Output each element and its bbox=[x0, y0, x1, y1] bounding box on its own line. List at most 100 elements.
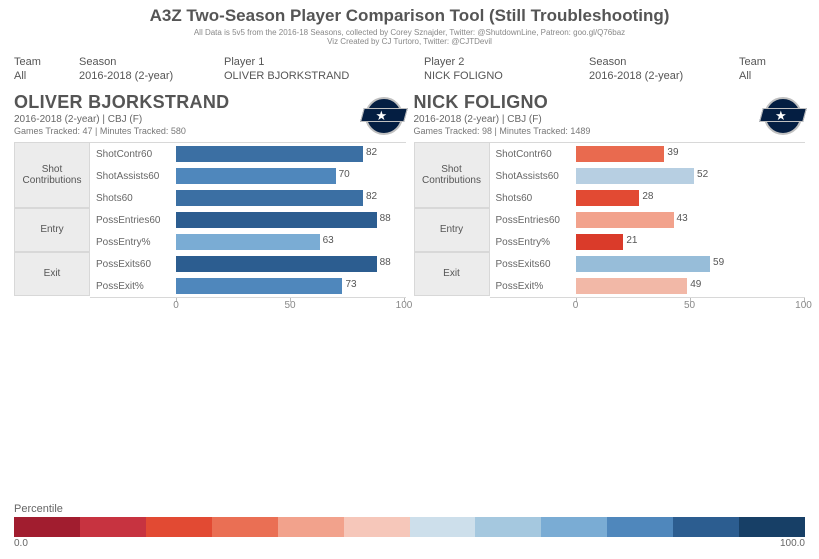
percentile-segment bbox=[14, 517, 80, 537]
metric-name: PossEntries60 bbox=[490, 209, 576, 231]
axis-tick-label: 100 bbox=[795, 300, 812, 311]
metric-name: Shots60 bbox=[490, 187, 576, 209]
player-tracked: Games Tracked: 98 | Minutes Tracked: 148… bbox=[414, 126, 591, 136]
percentile-segment bbox=[475, 517, 541, 537]
bar-row: 21 bbox=[576, 231, 806, 253]
bar-value: 88 bbox=[380, 257, 391, 268]
percentile-label: Percentile bbox=[14, 503, 805, 515]
filter-season2-label: Season bbox=[589, 56, 739, 68]
bar-row: 49 bbox=[576, 275, 806, 297]
group-label: ShotContributions bbox=[14, 142, 90, 208]
metric-name: ShotAssists60 bbox=[490, 165, 576, 187]
bar-value: 28 bbox=[642, 191, 653, 202]
bar-value: 63 bbox=[323, 235, 334, 246]
bar: 73 bbox=[176, 278, 342, 294]
axis-tick-label: 0 bbox=[173, 300, 179, 311]
bar-value: 43 bbox=[677, 213, 688, 224]
filter-season2-value[interactable]: 2016-2018 (2-year) bbox=[589, 70, 739, 82]
axis-tick-label: 50 bbox=[284, 300, 295, 311]
group-label: ShotContributions bbox=[414, 142, 490, 208]
page-title: A3Z Two-Season Player Comparison Tool (S… bbox=[0, 6, 819, 26]
percentile-low: 0.0 bbox=[14, 538, 28, 549]
filter-team1-label: Team bbox=[14, 56, 79, 68]
team-logo-icon: ★ bbox=[362, 94, 406, 138]
player-name: NICK FOLIGNO bbox=[414, 92, 591, 113]
bar: 70 bbox=[176, 168, 336, 184]
bar: 49 bbox=[576, 278, 688, 294]
x-axis: 050100 bbox=[576, 298, 804, 316]
percentile-segment bbox=[278, 517, 344, 537]
filter-bar: Team All Season 2016-2018 (2-year) Playe… bbox=[0, 48, 819, 86]
player-panel: NICK FOLIGNO2016-2018 (2-year) | CBJ (F)… bbox=[414, 92, 806, 316]
bar-row: 63 bbox=[176, 231, 406, 253]
metric-name: PossEntries60 bbox=[90, 209, 176, 231]
bar: 43 bbox=[576, 212, 674, 228]
team-logo-icon: ★ bbox=[761, 94, 805, 138]
bar: 52 bbox=[576, 168, 695, 184]
bar: 88 bbox=[176, 212, 377, 228]
bar-row: 82 bbox=[176, 143, 406, 165]
filter-team2-value[interactable]: All bbox=[739, 70, 799, 82]
group-label: Exit bbox=[14, 252, 90, 296]
bar-value: 82 bbox=[366, 147, 377, 158]
metric-name: PossEntry% bbox=[90, 231, 176, 253]
filter-season1-label: Season bbox=[79, 56, 224, 68]
bar-value: 39 bbox=[667, 147, 678, 158]
bar-row: 88 bbox=[176, 209, 406, 231]
group-label: Exit bbox=[414, 252, 490, 296]
metric-name: PossExit% bbox=[90, 275, 176, 297]
percentile-segment bbox=[541, 517, 607, 537]
bar: 28 bbox=[576, 190, 640, 206]
player-meta: 2016-2018 (2-year) | CBJ (F) bbox=[14, 114, 229, 125]
filter-season1-value[interactable]: 2016-2018 (2-year) bbox=[79, 70, 224, 82]
bar-row: 59 bbox=[576, 253, 806, 275]
axis-tick-label: 0 bbox=[573, 300, 579, 311]
percentile-segment bbox=[344, 517, 410, 537]
bar: 63 bbox=[176, 234, 320, 250]
subtitle-2: Viz Created by CJ Turtoro, Twitter: @CJT… bbox=[0, 37, 819, 46]
player-panel: OLIVER BJORKSTRAND2016-2018 (2-year) | C… bbox=[14, 92, 406, 316]
group-label: Entry bbox=[414, 208, 490, 252]
metric-name: PossExits60 bbox=[90, 253, 176, 275]
bar-value: 73 bbox=[345, 279, 356, 290]
metric-name: ShotContr60 bbox=[90, 143, 176, 165]
percentile-segment bbox=[673, 517, 739, 537]
metric-name: ShotContr60 bbox=[490, 143, 576, 165]
percentile-gradient bbox=[14, 517, 805, 537]
player-tracked: Games Tracked: 47 | Minutes Tracked: 580 bbox=[14, 126, 229, 136]
bar-value: 21 bbox=[626, 235, 637, 246]
bar-value: 82 bbox=[366, 191, 377, 202]
bar-row: 39 bbox=[576, 143, 806, 165]
bar-row: 70 bbox=[176, 165, 406, 187]
bar: 39 bbox=[576, 146, 665, 162]
player-meta: 2016-2018 (2-year) | CBJ (F) bbox=[414, 114, 591, 125]
metric-name: PossExits60 bbox=[490, 253, 576, 275]
bar: 82 bbox=[176, 190, 363, 206]
bar-row: 73 bbox=[176, 275, 406, 297]
filter-player2-value[interactable]: NICK FOLIGNO bbox=[424, 70, 589, 82]
bar-value: 49 bbox=[690, 279, 701, 290]
percentile-segment bbox=[739, 517, 805, 537]
bar-row: 82 bbox=[176, 187, 406, 209]
group-label: Entry bbox=[14, 208, 90, 252]
bar-row: 28 bbox=[576, 187, 806, 209]
bar-row: 52 bbox=[576, 165, 806, 187]
filter-team1-value[interactable]: All bbox=[14, 70, 79, 82]
percentile-segment bbox=[607, 517, 673, 537]
bar: 82 bbox=[176, 146, 363, 162]
filter-player1-value[interactable]: OLIVER BJORKSTRAND bbox=[224, 70, 424, 82]
bar-value: 88 bbox=[380, 213, 391, 224]
percentile-segment bbox=[146, 517, 212, 537]
filter-player2-label: Player 2 bbox=[424, 56, 589, 68]
percentile-segment bbox=[410, 517, 476, 537]
metric-name: PossEntry% bbox=[490, 231, 576, 253]
bar-row: 88 bbox=[176, 253, 406, 275]
percentile-high: 100.0 bbox=[780, 538, 805, 549]
player-name: OLIVER BJORKSTRAND bbox=[14, 92, 229, 113]
x-axis: 050100 bbox=[176, 298, 404, 316]
metric-name: Shots60 bbox=[90, 187, 176, 209]
bar: 88 bbox=[176, 256, 377, 272]
metric-name: ShotAssists60 bbox=[90, 165, 176, 187]
axis-tick-label: 100 bbox=[396, 300, 413, 311]
percentile-segment bbox=[212, 517, 278, 537]
